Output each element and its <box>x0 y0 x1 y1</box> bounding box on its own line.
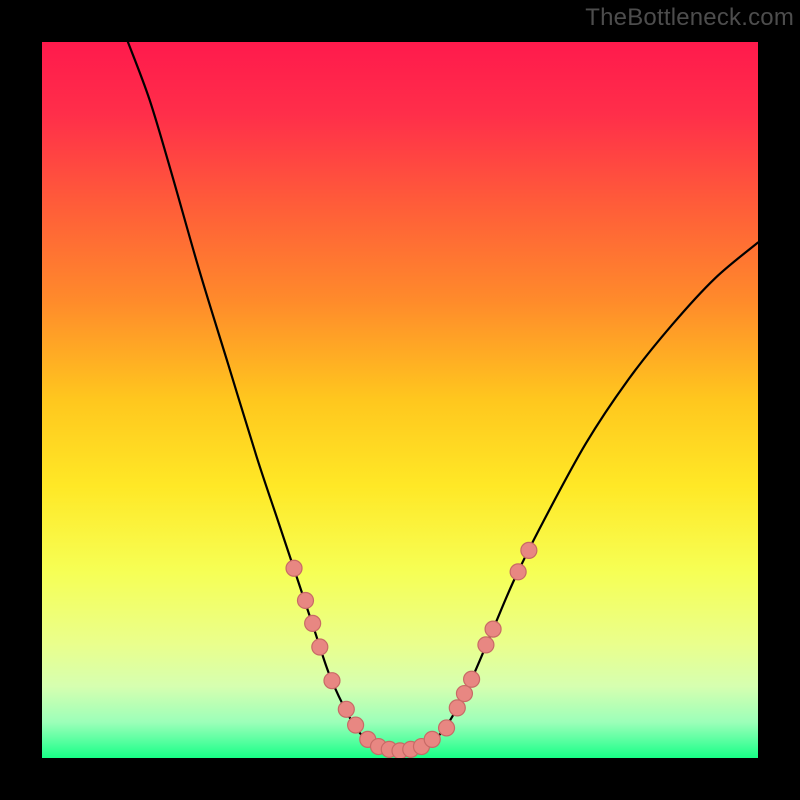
chart-container: TheBottleneck.com <box>0 0 800 800</box>
data-point-marker <box>478 637 494 653</box>
data-point-marker <box>324 673 340 689</box>
data-point-marker <box>456 686 472 702</box>
bottleneck-chart <box>0 0 800 800</box>
data-point-marker <box>348 717 364 733</box>
data-point-marker <box>286 560 302 576</box>
data-point-marker <box>510 564 526 580</box>
data-point-marker <box>338 701 354 717</box>
data-point-marker <box>297 592 313 608</box>
data-point-marker <box>485 621 501 637</box>
data-point-marker <box>521 542 537 558</box>
watermark-text: TheBottleneck.com <box>585 4 794 32</box>
data-point-marker <box>464 671 480 687</box>
data-point-marker <box>312 639 328 655</box>
data-point-marker <box>424 731 440 747</box>
data-point-marker <box>449 700 465 716</box>
data-point-marker <box>439 720 455 736</box>
data-point-marker <box>305 615 321 631</box>
plot-gradient-background <box>42 42 758 758</box>
